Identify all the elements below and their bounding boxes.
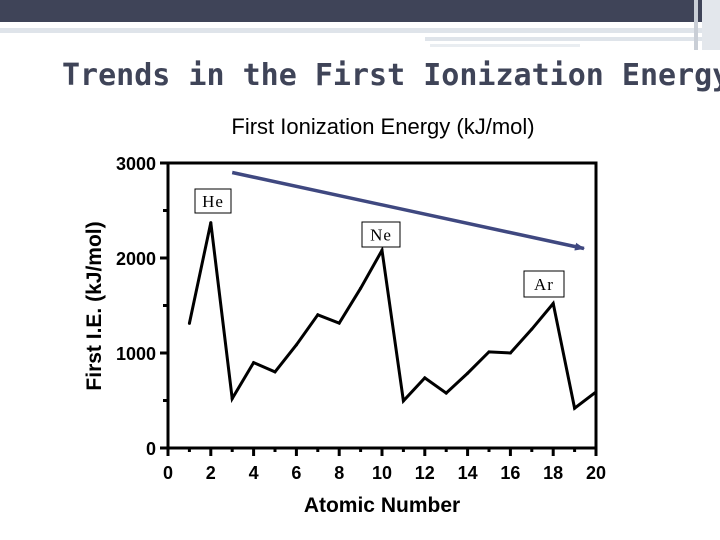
x-tick-label: 18 bbox=[543, 463, 563, 483]
data-point bbox=[359, 286, 363, 290]
y-tick-label: 2000 bbox=[116, 249, 156, 269]
trend-arrow bbox=[231, 170, 585, 251]
data-point bbox=[444, 391, 448, 395]
ionization-energy-series bbox=[187, 222, 597, 411]
data-point bbox=[252, 361, 256, 365]
data-point bbox=[230, 397, 234, 401]
top-rule-shorter bbox=[430, 44, 580, 47]
data-point bbox=[423, 376, 427, 380]
x-tick-label: 14 bbox=[458, 463, 478, 483]
annotation-label: He bbox=[202, 192, 224, 211]
annotation-box bbox=[194, 188, 232, 214]
data-point bbox=[487, 350, 491, 354]
data-point bbox=[401, 399, 405, 403]
data-point bbox=[187, 321, 191, 325]
x-tick-label: 4 bbox=[249, 463, 259, 483]
data-point bbox=[209, 221, 213, 225]
y-tick-label: 3000 bbox=[116, 154, 156, 174]
top-banner bbox=[0, 0, 720, 22]
data-point bbox=[530, 327, 534, 331]
corner-block bbox=[702, 0, 720, 50]
data-point bbox=[273, 370, 277, 374]
data-point bbox=[573, 406, 577, 410]
annotation-box bbox=[361, 221, 401, 248]
x-tick-label: 6 bbox=[291, 463, 301, 483]
corner-stripe bbox=[694, 0, 698, 50]
x-tick-label: 0 bbox=[163, 463, 173, 483]
data-point bbox=[551, 302, 555, 306]
x-tick-label: 10 bbox=[372, 463, 392, 483]
data-point bbox=[466, 371, 470, 375]
top-rule bbox=[0, 28, 720, 33]
x-tick-label: 2 bbox=[206, 463, 216, 483]
data-point bbox=[316, 313, 320, 317]
slide-title: Trends in the First Ionization Energy bbox=[62, 58, 720, 93]
x-axis-label: Atomic Number bbox=[304, 494, 460, 517]
data-point bbox=[294, 343, 298, 347]
x-tick-label: 8 bbox=[334, 463, 344, 483]
x-tick-label: 20 bbox=[586, 463, 606, 483]
y-tick-label: 0 bbox=[146, 439, 156, 459]
top-rule-short bbox=[425, 37, 720, 41]
annotation-label: Ne bbox=[370, 226, 392, 245]
data-point bbox=[594, 390, 598, 394]
x-tick-label: 16 bbox=[500, 463, 520, 483]
data-point bbox=[508, 351, 512, 355]
y-tick-label: 1000 bbox=[116, 344, 156, 364]
x-tick-label: 12 bbox=[415, 463, 435, 483]
chart-title: First Ionization Energy (kJ/mol) bbox=[231, 114, 534, 139]
y-axis-label: First I.E. (kJ/mol) bbox=[83, 221, 106, 390]
data-point bbox=[380, 248, 384, 252]
data-point bbox=[337, 321, 341, 325]
annotation-label: Ar bbox=[534, 275, 554, 294]
annotation-box bbox=[523, 270, 565, 298]
